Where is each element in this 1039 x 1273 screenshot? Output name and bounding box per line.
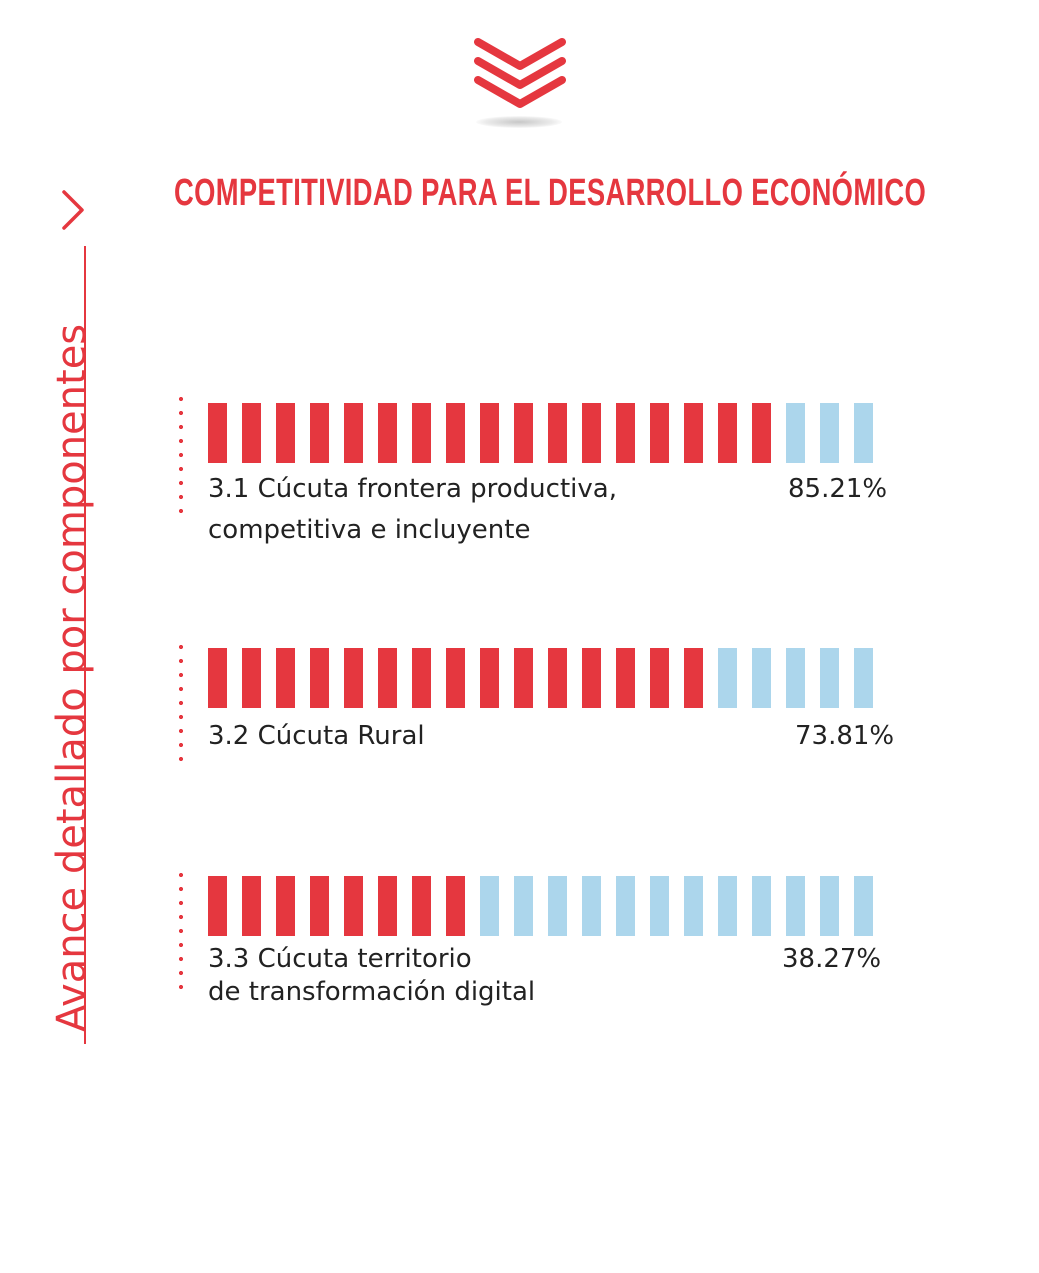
icon-shadow [476, 116, 562, 128]
bar-segment-filled [344, 648, 363, 708]
bar-segment-filled [276, 648, 295, 708]
bar-segment-filled [242, 403, 261, 463]
bar-segment-filled [446, 403, 465, 463]
row-label-line2: de transformación digital [208, 977, 536, 1007]
bar-segment-filled [310, 648, 329, 708]
bar-segment-filled [276, 876, 295, 936]
row-label-line2: competitiva e incluyente [208, 515, 531, 545]
bar-segment-empty [616, 876, 635, 936]
bar-segment-empty [684, 876, 703, 936]
row-label-line1: 3.2 Cúcuta Rural [208, 721, 425, 751]
progress-bar-row-2 [208, 648, 873, 708]
row-percentage: 85.21% [788, 474, 888, 504]
bar-segment-empty [480, 876, 499, 936]
bar-segment-filled [378, 648, 397, 708]
bar-segment-filled [276, 403, 295, 463]
bar-segment-filled [412, 876, 431, 936]
bar-segment-empty [718, 876, 737, 936]
row-label-line1: 3.3 Cúcuta territorio [208, 944, 472, 974]
bar-segment-empty [854, 648, 873, 708]
row-dots [178, 868, 184, 998]
bar-segment-empty [820, 648, 839, 708]
bar-segment-filled [412, 403, 431, 463]
bar-segment-filled [548, 648, 567, 708]
bar-segment-filled [480, 648, 499, 708]
bar-segment-filled [446, 876, 465, 936]
bar-segment-empty [820, 403, 839, 463]
bar-segment-empty [786, 403, 805, 463]
bar-segment-filled [208, 648, 227, 708]
bar-segment-filled [310, 876, 329, 936]
bar-segment-filled [208, 876, 227, 936]
bar-segment-filled [718, 403, 737, 463]
bar-segment-filled [378, 403, 397, 463]
bar-segment-filled [650, 648, 669, 708]
row-percentage: 73.81% [795, 721, 895, 751]
bar-segment-filled [242, 876, 261, 936]
bar-segment-filled [548, 403, 567, 463]
bar-segment-empty [548, 876, 567, 936]
bar-segment-empty [854, 876, 873, 936]
bar-segment-filled [412, 648, 431, 708]
bar-segment-empty [718, 648, 737, 708]
bar-segment-filled [752, 403, 771, 463]
bar-segment-filled [344, 876, 363, 936]
page-title: COMPETITIVIDAD PARA EL DESARROLLO ECONÓM… [174, 172, 927, 214]
side-label: Avance detallado por componentes [49, 323, 95, 1032]
row-dots [178, 392, 184, 518]
bar-segment-filled [208, 403, 227, 463]
triple-chevron-down-icon [474, 38, 566, 108]
bar-segment-empty [854, 403, 873, 463]
bar-segment-filled [480, 403, 499, 463]
bar-segment-empty [820, 876, 839, 936]
side-divider [84, 246, 86, 1044]
bar-segment-empty [514, 876, 533, 936]
bar-segment-empty [786, 648, 805, 708]
bar-segment-filled [582, 648, 601, 708]
progress-bar-row-1 [208, 403, 873, 463]
bar-segment-filled [310, 403, 329, 463]
chevron-right-icon [62, 190, 84, 230]
bar-segment-filled [684, 648, 703, 708]
bar-segment-filled [514, 648, 533, 708]
bar-segment-filled [378, 876, 397, 936]
bar-segment-empty [752, 648, 771, 708]
row-dots [178, 640, 184, 770]
bar-segment-filled [344, 403, 363, 463]
bar-segment-filled [582, 403, 601, 463]
bar-segment-empty [650, 876, 669, 936]
bar-segment-filled [616, 648, 635, 708]
row-label-line1: 3.1 Cúcuta frontera productiva, [208, 474, 617, 504]
bar-segment-filled [446, 648, 465, 708]
bar-segment-filled [616, 403, 635, 463]
bar-segment-empty [582, 876, 601, 936]
bar-segment-filled [242, 648, 261, 708]
bar-segment-filled [514, 403, 533, 463]
bar-segment-filled [684, 403, 703, 463]
bar-segment-empty [752, 876, 771, 936]
row-percentage: 38.27% [782, 944, 882, 974]
bar-segment-empty [786, 876, 805, 936]
bar-segment-filled [650, 403, 669, 463]
progress-bar-row-3 [208, 876, 873, 936]
